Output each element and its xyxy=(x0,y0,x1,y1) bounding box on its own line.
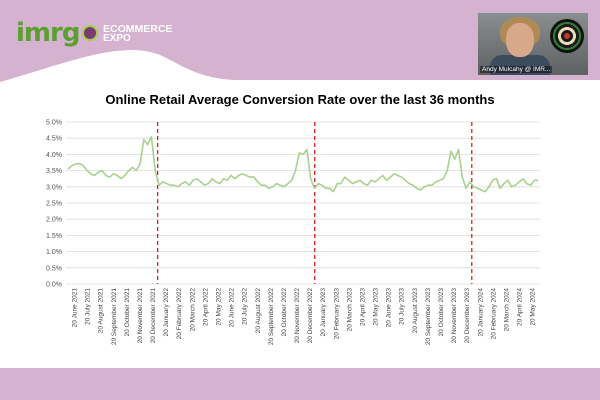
chart-title: Online Retail Average Conversion Rate ov… xyxy=(105,92,495,107)
x-tick-label: 20 February 2022 xyxy=(176,288,183,340)
expo-logo-line1: ECOMMERCE xyxy=(103,23,173,35)
dartboard-image xyxy=(550,19,584,53)
y-tick-label: 0.0% xyxy=(46,282,62,289)
x-tick-label: 20 August 2022 xyxy=(255,288,262,334)
x-tick-label: 20 May 2022 xyxy=(215,288,222,326)
y-tick-label: 1.5% xyxy=(46,233,62,240)
x-tick-label: 20 December 2023 xyxy=(464,288,471,344)
header-wave xyxy=(0,0,600,82)
x-tick-label: 20 January 2022 xyxy=(163,288,170,337)
ecommerce-expo-icon xyxy=(82,25,98,41)
x-tick-label: 20 July 2022 xyxy=(242,288,249,325)
grid-layer xyxy=(66,121,540,285)
x-tick-label: 20 September 2022 xyxy=(268,288,275,345)
y-tick-label: 5.0% xyxy=(46,120,62,127)
x-tick-label: 20 May 2024 xyxy=(530,288,537,326)
y-tick-label: 4.0% xyxy=(46,152,62,159)
x-tick-label: 20 March 2023 xyxy=(346,288,353,332)
x-tick-label: 20 June 2022 xyxy=(229,288,236,328)
series-line xyxy=(67,135,539,193)
x-tick-label: 20 May 2023 xyxy=(373,288,380,326)
x-tick-label: 20 February 2024 xyxy=(490,288,497,340)
y-tick-label: 3.0% xyxy=(46,184,62,191)
y-tick-label: 3.5% xyxy=(46,168,62,175)
ecommerce-expo-logo: ECOMMERCE EXPO xyxy=(103,24,172,44)
presenter-face-image xyxy=(506,23,534,57)
y-axis-ticks: 0.0% 0.5% 1.0% 1.5% 2.0% 2.5% 3.0% 3.5% 4.0% 4.5%… xyxy=(46,120,62,289)
x-tick-label: 20 June 2023 xyxy=(386,288,393,328)
x-tick-label: 20 October 2022 xyxy=(281,288,288,337)
y-tick-label: 2.5% xyxy=(46,201,62,208)
x-tick-label: 20 August 2023 xyxy=(412,288,419,334)
imrg-logo: imrg xyxy=(16,18,80,48)
x-tick-label: 20 March 2022 xyxy=(189,288,196,332)
vertical-marker-layer xyxy=(156,122,473,284)
x-tick-label: 20 September 2021 xyxy=(111,288,118,345)
x-tick-label: 20 July 2023 xyxy=(399,288,406,325)
x-tick-label: 20 October 2021 xyxy=(124,288,131,337)
x-tick-label: 20 June 2021 xyxy=(72,288,79,328)
line-chart: 0.0% 0.5% 1.0% 1.5% 2.0% 2.5% 3.0% 3.5% 4.0% 4.5%… xyxy=(46,120,540,345)
x-tick-label: 20 December 2022 xyxy=(307,288,314,344)
webcam-caption: Andy Mulcahy @ IMR... xyxy=(480,66,553,73)
x-tick-label: 20 November 2022 xyxy=(294,288,301,344)
footer-band xyxy=(0,368,600,400)
y-tick-label: 1.0% xyxy=(46,249,62,256)
presenter-body-image xyxy=(490,55,550,75)
x-tick-label: 20 April 2023 xyxy=(359,288,366,326)
x-tick-label: 20 January 2024 xyxy=(477,288,484,337)
y-tick-label: 0.5% xyxy=(46,265,62,272)
y-tick-label: 2.0% xyxy=(46,217,62,224)
expo-logo-line2: EXPO xyxy=(103,33,131,44)
x-tick-label: 20 April 2024 xyxy=(517,288,524,326)
x-tick-label: 20 July 2021 xyxy=(85,288,92,325)
x-tick-label: 20 January 2023 xyxy=(320,288,327,337)
series-layer xyxy=(67,135,539,193)
x-tick-label: 20 September 2023 xyxy=(425,288,432,345)
x-tick-label: 20 April 2022 xyxy=(202,288,209,326)
x-tick-label: 20 March 2024 xyxy=(503,288,510,332)
x-tick-label: 20 November 2023 xyxy=(451,288,458,344)
x-tick-label: 20 August 2021 xyxy=(98,288,105,334)
header-band xyxy=(0,0,600,82)
webcam-video-tile[interactable]: Andy Mulcahy @ IMR... xyxy=(478,13,588,75)
x-axis-ticks: 20 June 2021 20 July 2021 20 August 2021 20… xyxy=(72,288,537,345)
y-tick-label: 4.5% xyxy=(46,136,62,143)
x-tick-label: 20 October 2023 xyxy=(438,288,445,337)
x-tick-label: 20 February 2023 xyxy=(333,288,340,340)
x-tick-label: 20 November 2021 xyxy=(137,288,144,344)
x-tick-label: 20 December 2021 xyxy=(150,288,157,344)
